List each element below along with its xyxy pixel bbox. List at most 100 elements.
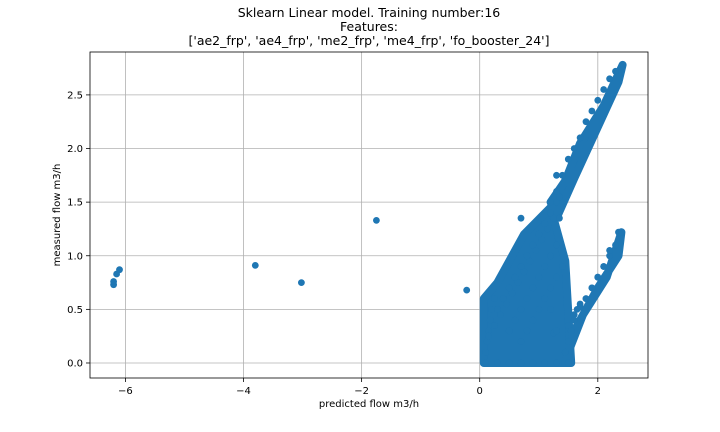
- scatter-point: [541, 295, 549, 302]
- scatter-point: [486, 316, 494, 324]
- scatter-point: [494, 306, 501, 313]
- scatter-point: [570, 316, 578, 324]
- scatter-point: [373, 217, 380, 224]
- scatter-point: [517, 306, 525, 313]
- scatter-point: [564, 338, 572, 345]
- scatter-point: [559, 171, 566, 179]
- scatter-point: [547, 284, 554, 292]
- scatter-point: [511, 316, 519, 324]
- chart-title-line-1: Sklearn Linear model. Training number:16: [238, 5, 501, 20]
- upper-cluster-region: [546, 60, 627, 223]
- scatter-point: [594, 96, 602, 104]
- scatter-point: [556, 193, 563, 201]
- scatter-point: [550, 214, 557, 222]
- x-tick-label: −6: [118, 386, 133, 397]
- scatter-point: [576, 300, 584, 308]
- scatter-point: [559, 263, 566, 270]
- y-axis-label: measured flow m3/h: [52, 164, 63, 267]
- y-tick-label: 2.0: [67, 144, 83, 155]
- x-tick-label: 2: [595, 386, 601, 397]
- scatter-point: [535, 273, 543, 281]
- y-tick-label: 1.5: [67, 198, 83, 209]
- scatter-point: [606, 75, 613, 83]
- scatter-point: [561, 348, 569, 356]
- x-tick-label: −4: [236, 386, 251, 397]
- scatter-point: [514, 279, 522, 286]
- chart-title-line-2: Features:: [340, 19, 398, 34]
- scatter-point: [517, 263, 525, 270]
- scatter-point: [251, 262, 259, 269]
- scatter-point: [553, 188, 560, 195]
- scatter-point: [564, 155, 572, 163]
- scatter-point: [588, 284, 596, 292]
- chart-title-line-3: ['ae2_frp', 'ae4_frp', 'me2_frp', 'me4_f…: [189, 33, 550, 48]
- scatter-point: [547, 198, 554, 206]
- scatter-point: [491, 295, 498, 302]
- scatter-point: [523, 327, 531, 335]
- scatter-point: [541, 359, 549, 367]
- scatter-point: [482, 359, 489, 367]
- x-axis-ticks: −6 −4 −2 0 2: [118, 378, 601, 397]
- scatter-point: [547, 209, 554, 217]
- x-tick-label: −2: [354, 386, 369, 397]
- scatter-point: [553, 198, 560, 206]
- x-axis-label: predicted flow m3/h: [319, 399, 419, 410]
- scatter-point: [553, 241, 560, 249]
- scatter-point: [553, 327, 560, 335]
- scatter-point: [570, 145, 578, 152]
- scatter-point: [502, 300, 510, 308]
- plot-frame: [89, 51, 649, 379]
- scatter-point: [529, 316, 537, 324]
- scatter-point: [538, 236, 546, 244]
- scatter-point: [529, 284, 537, 292]
- scatter-point: [517, 214, 525, 222]
- scatter-point: [547, 306, 554, 313]
- scatter-point: [483, 338, 491, 345]
- y-tick-label: 2.5: [67, 90, 83, 101]
- scatter-point: [505, 284, 513, 292]
- scatter-point: [511, 273, 519, 281]
- scatter-point: [517, 338, 525, 345]
- scatter-point: [116, 266, 123, 274]
- scatter-point: [612, 241, 619, 249]
- scatter-point: [618, 63, 625, 71]
- scatter-point: [497, 311, 504, 319]
- scatter-point: [535, 306, 543, 313]
- scatter-point: [541, 263, 549, 270]
- scatter-point: [505, 327, 513, 335]
- scatter-point: [298, 279, 305, 286]
- y-axis-ticks: 0.0 0.5 1.0 1.5 2.0 2.5: [67, 90, 90, 369]
- scatter-point: [499, 295, 507, 302]
- scatter-point: [564, 322, 572, 329]
- scatter-point: [463, 286, 471, 294]
- scatter-point: [582, 295, 590, 302]
- scatter-point: [553, 171, 560, 179]
- scatter-point: [573, 306, 581, 313]
- scatter-point: [529, 359, 537, 367]
- scatter-point: [553, 359, 560, 367]
- scatter-point: [567, 327, 575, 335]
- scatter-point: [526, 257, 534, 265]
- scatter-point: [494, 359, 501, 367]
- scatter-point: [588, 107, 596, 115]
- scatter-point: [544, 225, 551, 233]
- scatter-point: [529, 241, 537, 249]
- scatter-point: [485, 332, 492, 340]
- scatter-point: [582, 118, 590, 126]
- scatter-point: [618, 228, 625, 236]
- scatter-point: [606, 252, 613, 260]
- scatter-point: [564, 359, 572, 367]
- main-cluster-region: [479, 203, 576, 367]
- scatter-point: [594, 273, 602, 281]
- scatter-point: [523, 295, 531, 302]
- scatter-point: [535, 230, 543, 238]
- scatter-point: [110, 278, 117, 285]
- scatter-point: [570, 311, 578, 319]
- y-tick-label: 0.5: [67, 305, 83, 316]
- scatter-point: [576, 134, 584, 142]
- scatter-point: [523, 252, 531, 260]
- scatter-point: [505, 359, 513, 367]
- scatter-point: [600, 86, 608, 93]
- scatter-point: [612, 67, 619, 75]
- scatter-point: [517, 359, 525, 367]
